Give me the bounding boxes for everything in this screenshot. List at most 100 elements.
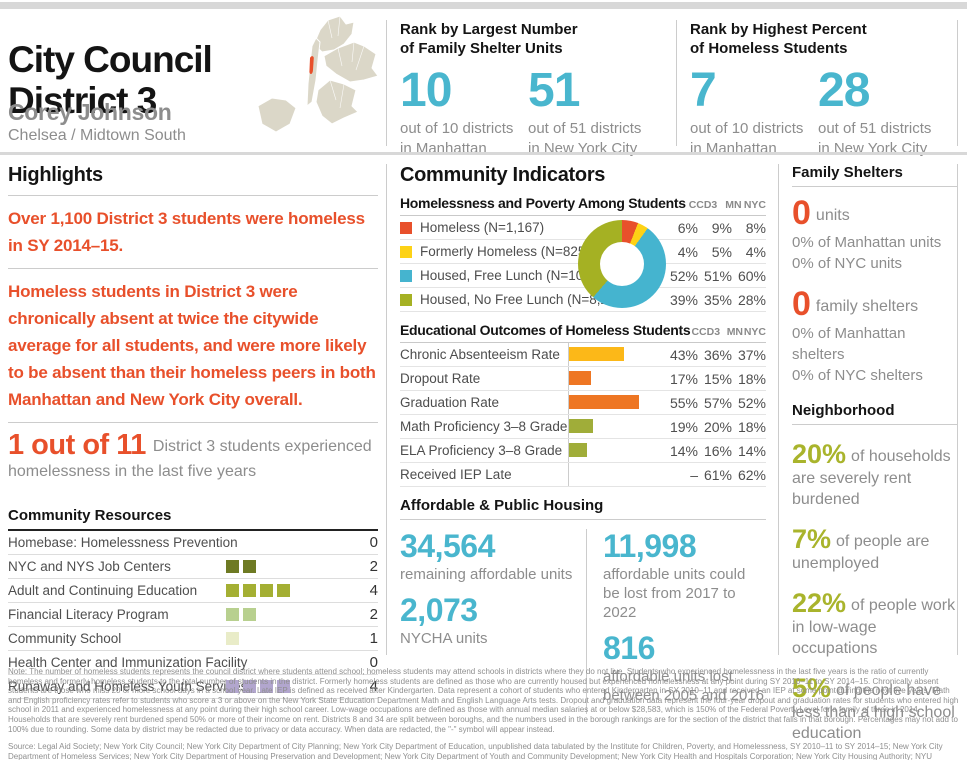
header-divider-3: [957, 20, 958, 146]
shelter-stat-group: 0 family shelters 0% of Manhattan shelter…: [792, 285, 923, 384]
shelter-value: 0: [792, 285, 811, 323]
district-3-highlight: [309, 56, 314, 75]
poverty-row: Housed, Free Lunch (N=10,881) 52% 51% 60…: [400, 264, 766, 288]
highlights-column: Highlights Over 1,100 District 3 student…: [8, 164, 378, 699]
housing-stat: 2,073 NYCHA units: [400, 593, 582, 648]
outcome-row: ELA Proficiency 3–8 Grade 14% 16% 14%: [400, 439, 766, 463]
poverty-row: Homeless (N=1,167) 6% 9% 8%: [400, 216, 766, 240]
header-divider-1: [386, 20, 387, 146]
housing-section: Affordable & Public Housing 34,564 remai…: [400, 497, 766, 714]
neighborhood-stat: 5% of people have less than a high school…: [792, 673, 955, 743]
highlight-paragraph-2: Homeless students in District 3 were chr…: [8, 282, 376, 409]
resource-row: Homebase: Homelessness Prevention 0: [8, 531, 378, 555]
rank-value: 10: [400, 64, 452, 117]
neighborhood-stat: 7% of people are unemployed: [792, 524, 930, 573]
top-accent-bar: [0, 2, 967, 9]
neighborhood-stat: 22% of people work in low-wage occupation…: [792, 588, 956, 658]
stat-value: 1 out of 11: [8, 429, 146, 461]
header-divider-2: [676, 20, 677, 146]
resource-count-squares: [226, 680, 290, 693]
staten-island-shape: [257, 97, 297, 133]
resource-row: Health Center and Immunization Facility …: [8, 651, 378, 675]
neighborhood-title: Neighborhood: [792, 402, 957, 425]
poverty-table-header: Homelessness and Poverty Among Students …: [400, 195, 766, 216]
divider: [8, 268, 378, 269]
highlights-title: Highlights: [8, 164, 103, 186]
outcomes-table: Educational Outcomes of Homeless Student…: [400, 322, 766, 487]
outcome-row: Dropout Rate 17% 15% 18%: [400, 367, 766, 391]
rank-card-shelter-units: Rank by Largest Number of Family Shelter…: [400, 20, 662, 159]
community-indicators-title: Community Indicators: [400, 164, 606, 186]
housing-label: affordable units lost between 2005 and 2…: [603, 668, 764, 704]
right-column: Family Shelters 0 units 0% of Manhattan u…: [792, 164, 957, 760]
legend-square-icon: [400, 221, 412, 234]
resource-row: Adult and Continuing Education 4: [8, 579, 378, 603]
main-divider-1: [386, 164, 387, 655]
community-indicators-column: Community Indicators Homelessness and Po…: [400, 164, 766, 714]
resource-square-icon: [226, 608, 239, 621]
highlight-paragraph-1: Over 1,100 District 3 students were home…: [8, 209, 365, 255]
poverty-row: Housed, No Free Lunch (N=8,201) 39% 35% …: [400, 288, 766, 312]
nyc-district-map-icon: [257, 15, 379, 133]
family-shelters-section: Family Shelters 0 units 0% of Manhattan u…: [792, 164, 957, 386]
resource-square-icon: [260, 584, 273, 597]
neighborhood-value: 7%: [792, 524, 832, 554]
bar: [569, 371, 591, 385]
neighborhood-stat: 20% of households are severely rent burde…: [792, 439, 951, 509]
queens-shape: [323, 41, 379, 83]
resource-square-icon: [277, 584, 290, 597]
resource-count-squares: [226, 584, 290, 597]
bar-area: [568, 391, 654, 414]
header-rule: [0, 152, 967, 155]
divider: [8, 422, 378, 423]
resource-square-icon: [243, 560, 256, 573]
poverty-table: Homelessness and Poverty Among Students …: [400, 195, 766, 312]
resource-square-icon: [243, 608, 256, 621]
housing-label: affordable units could be lost from 2017…: [603, 566, 746, 621]
bar-area: [568, 367, 654, 390]
resource-square-icon: [243, 584, 256, 597]
housing-stat: 11,998 affordable units could be lost fr…: [603, 529, 766, 622]
legend-square-icon: [400, 293, 412, 306]
community-resources: Community Resources Homebase: Homelessne…: [8, 507, 378, 699]
resource-square-icon: [260, 680, 273, 693]
bronx-shape: [313, 15, 355, 53]
housing-value: 11,998: [603, 528, 697, 564]
rank-card-homeless-students: Rank by Highest Percent of Homeless Stud…: [690, 20, 952, 159]
page-title: City Council District 3: [8, 38, 213, 121]
resource-square-icon: [226, 584, 239, 597]
resource-count-squares: [226, 560, 256, 573]
housing-title: Affordable & Public Housing: [400, 497, 766, 520]
bar: [569, 419, 594, 433]
rank-stat-manhattan: 10 out of 10 districts in Manhattan: [400, 66, 528, 159]
housing-stat: 816 affordable units lost between 2005 a…: [603, 631, 766, 705]
housing-value: 2,073: [400, 592, 478, 628]
one-out-of-stat: 1 out of 11 District 3 students experienc…: [8, 431, 378, 483]
family-shelters-title: Family Shelters: [792, 164, 957, 187]
housing-value: 816: [603, 630, 655, 666]
resource-square-icon: [277, 680, 290, 693]
rank-card-title: Rank by Largest Number of Family Shelter…: [400, 21, 578, 57]
source-note: Source: Legal Aid Society; New York City…: [8, 742, 943, 760]
rank-value: 28: [818, 64, 870, 117]
neighborhood-names: Chelsea / Midtown South: [8, 127, 186, 144]
housing-right: 11,998 affordable units could be lost fr…: [586, 529, 766, 714]
resource-count-squares: [226, 608, 256, 621]
housing-left: 34,564 remaining affordable units 2,073 …: [400, 529, 586, 714]
outcome-row: Math Proficiency 3–8 Grade 19% 20% 18%: [400, 415, 766, 439]
community-resources-title: Community Resources: [8, 507, 378, 531]
manhattan-shape: [306, 37, 321, 107]
housing-label: NYCHA units: [400, 630, 488, 647]
resource-square-icon: [226, 560, 239, 573]
outcomes-table-header: Educational Outcomes of Homeless Student…: [400, 322, 766, 343]
bar-area: [568, 439, 654, 462]
rank-value: 51: [528, 64, 580, 117]
council-member-name: Corey Johnson: [8, 99, 172, 125]
rank-stat-nyc: 28 out of 51 districts in New York City: [818, 66, 952, 159]
shelter-value: 0: [792, 194, 811, 232]
brooklyn-shape: [315, 79, 359, 125]
footnote: Note: The number of homeless students re…: [8, 667, 959, 734]
poverty-donut-chart: [578, 220, 666, 308]
resource-square-icon: [226, 680, 239, 693]
resource-row: Runaway and Homeless Youth Services 4: [8, 675, 378, 699]
